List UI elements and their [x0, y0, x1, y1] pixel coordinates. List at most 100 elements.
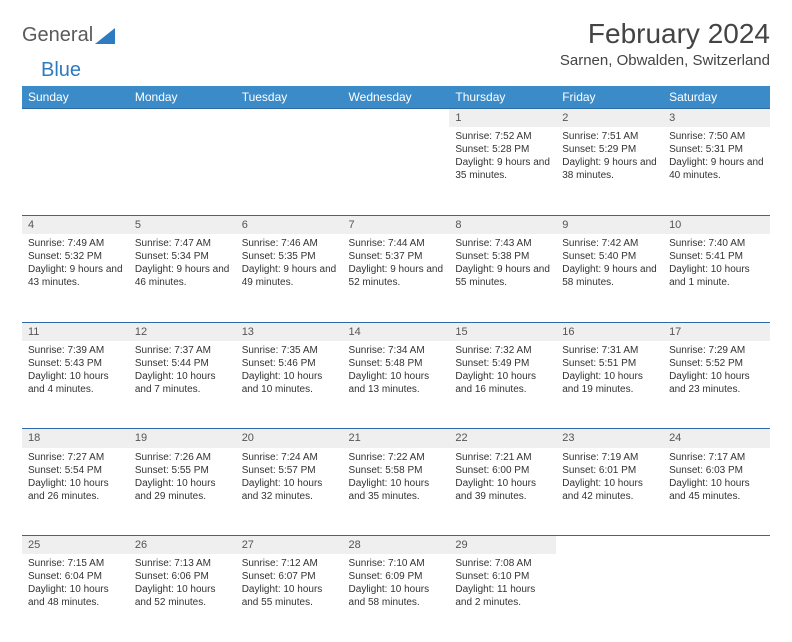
day-number-cell: 10	[663, 215, 770, 234]
day-header: Friday	[556, 86, 663, 109]
sunrise-text: Sunrise: 7:43 AM	[455, 237, 550, 250]
sunset-text: Sunset: 5:57 PM	[242, 464, 337, 477]
sunset-text: Sunset: 6:09 PM	[349, 570, 444, 583]
day-number-cell	[129, 109, 236, 128]
daylight-text: Daylight: 9 hours and 52 minutes.	[349, 263, 444, 289]
sunrise-text: Sunrise: 7:35 AM	[242, 344, 337, 357]
logo-triangle-icon	[95, 28, 115, 44]
sunrise-text: Sunrise: 7:34 AM	[349, 344, 444, 357]
sunrise-text: Sunrise: 7:52 AM	[455, 130, 550, 143]
day-detail-cell: Sunrise: 7:39 AMSunset: 5:43 PMDaylight:…	[22, 341, 129, 429]
daylight-text: Daylight: 9 hours and 35 minutes.	[455, 156, 550, 182]
sunset-text: Sunset: 5:46 PM	[242, 357, 337, 370]
day-detail-cell: Sunrise: 7:43 AMSunset: 5:38 PMDaylight:…	[449, 234, 556, 322]
sunset-text: Sunset: 6:00 PM	[455, 464, 550, 477]
sunrise-text: Sunrise: 7:27 AM	[28, 451, 123, 464]
day-detail-cell	[556, 554, 663, 642]
sunrise-text: Sunrise: 7:29 AM	[669, 344, 764, 357]
sunrise-text: Sunrise: 7:42 AM	[562, 237, 657, 250]
daylight-text: Daylight: 9 hours and 58 minutes.	[562, 263, 657, 289]
day-number-cell	[236, 109, 343, 128]
day-number-cell: 4	[22, 215, 129, 234]
daylight-text: Daylight: 10 hours and 42 minutes.	[562, 477, 657, 503]
day-header-row: SundayMondayTuesdayWednesdayThursdayFrid…	[22, 86, 770, 109]
sunrise-text: Sunrise: 7:46 AM	[242, 237, 337, 250]
daylight-text: Daylight: 10 hours and 4 minutes.	[28, 370, 123, 396]
sunrise-text: Sunrise: 7:26 AM	[135, 451, 230, 464]
day-detail-cell: Sunrise: 7:10 AMSunset: 6:09 PMDaylight:…	[343, 554, 450, 642]
day-detail-cell	[343, 127, 450, 215]
day-detail-cell: Sunrise: 7:46 AMSunset: 5:35 PMDaylight:…	[236, 234, 343, 322]
sunrise-text: Sunrise: 7:24 AM	[242, 451, 337, 464]
day-detail-row: Sunrise: 7:52 AMSunset: 5:28 PMDaylight:…	[22, 127, 770, 215]
sunset-text: Sunset: 5:48 PM	[349, 357, 444, 370]
day-number-cell: 9	[556, 215, 663, 234]
daylight-text: Daylight: 10 hours and 55 minutes.	[242, 583, 337, 609]
daylight-text: Daylight: 9 hours and 38 minutes.	[562, 156, 657, 182]
day-header: Saturday	[663, 86, 770, 109]
day-detail-cell: Sunrise: 7:29 AMSunset: 5:52 PMDaylight:…	[663, 341, 770, 429]
day-number-cell: 8	[449, 215, 556, 234]
daylight-text: Daylight: 10 hours and 45 minutes.	[669, 477, 764, 503]
sunset-text: Sunset: 5:31 PM	[669, 143, 764, 156]
sunrise-text: Sunrise: 7:15 AM	[28, 557, 123, 570]
sunset-text: Sunset: 6:10 PM	[455, 570, 550, 583]
sunset-text: Sunset: 5:37 PM	[349, 250, 444, 263]
sunset-text: Sunset: 6:06 PM	[135, 570, 230, 583]
day-number-cell: 29	[449, 536, 556, 555]
day-detail-cell: Sunrise: 7:34 AMSunset: 5:48 PMDaylight:…	[343, 341, 450, 429]
day-number-cell: 7	[343, 215, 450, 234]
sunrise-text: Sunrise: 7:13 AM	[135, 557, 230, 570]
daylight-text: Daylight: 9 hours and 43 minutes.	[28, 263, 123, 289]
day-detail-cell: Sunrise: 7:13 AMSunset: 6:06 PMDaylight:…	[129, 554, 236, 642]
day-number-cell: 18	[22, 429, 129, 448]
day-detail-cell	[236, 127, 343, 215]
day-number-cell: 14	[343, 322, 450, 341]
daylight-text: Daylight: 10 hours and 26 minutes.	[28, 477, 123, 503]
sunrise-text: Sunrise: 7:17 AM	[669, 451, 764, 464]
sunrise-text: Sunrise: 7:32 AM	[455, 344, 550, 357]
daylight-text: Daylight: 10 hours and 10 minutes.	[242, 370, 337, 396]
daylight-text: Daylight: 9 hours and 46 minutes.	[135, 263, 230, 289]
day-detail-cell: Sunrise: 7:51 AMSunset: 5:29 PMDaylight:…	[556, 127, 663, 215]
sunset-text: Sunset: 6:04 PM	[28, 570, 123, 583]
day-detail-cell: Sunrise: 7:52 AMSunset: 5:28 PMDaylight:…	[449, 127, 556, 215]
sunset-text: Sunset: 5:51 PM	[562, 357, 657, 370]
day-detail-cell: Sunrise: 7:32 AMSunset: 5:49 PMDaylight:…	[449, 341, 556, 429]
sunrise-text: Sunrise: 7:47 AM	[135, 237, 230, 250]
sunset-text: Sunset: 5:34 PM	[135, 250, 230, 263]
sunrise-text: Sunrise: 7:40 AM	[669, 237, 764, 250]
day-detail-cell: Sunrise: 7:21 AMSunset: 6:00 PMDaylight:…	[449, 448, 556, 536]
day-number-cell: 15	[449, 322, 556, 341]
day-number-row: 2526272829	[22, 536, 770, 555]
daylight-text: Daylight: 9 hours and 40 minutes.	[669, 156, 764, 182]
day-number-cell: 24	[663, 429, 770, 448]
daylight-text: Daylight: 10 hours and 32 minutes.	[242, 477, 337, 503]
sunset-text: Sunset: 5:40 PM	[562, 250, 657, 263]
sunrise-text: Sunrise: 7:12 AM	[242, 557, 337, 570]
daylight-text: Daylight: 10 hours and 39 minutes.	[455, 477, 550, 503]
day-detail-cell	[663, 554, 770, 642]
day-number-cell: 11	[22, 322, 129, 341]
day-detail-cell	[129, 127, 236, 215]
day-number-cell: 17	[663, 322, 770, 341]
day-detail-cell: Sunrise: 7:17 AMSunset: 6:03 PMDaylight:…	[663, 448, 770, 536]
sunset-text: Sunset: 5:55 PM	[135, 464, 230, 477]
sunrise-text: Sunrise: 7:37 AM	[135, 344, 230, 357]
day-number-cell: 22	[449, 429, 556, 448]
daylight-text: Daylight: 10 hours and 16 minutes.	[455, 370, 550, 396]
daylight-text: Daylight: 10 hours and 52 minutes.	[135, 583, 230, 609]
sunrise-text: Sunrise: 7:31 AM	[562, 344, 657, 357]
day-number-row: 18192021222324	[22, 429, 770, 448]
day-number-cell: 19	[129, 429, 236, 448]
logo-text-2: Blue	[23, 59, 81, 81]
day-detail-cell: Sunrise: 7:19 AMSunset: 6:01 PMDaylight:…	[556, 448, 663, 536]
day-detail-cell: Sunrise: 7:15 AMSunset: 6:04 PMDaylight:…	[22, 554, 129, 642]
daylight-text: Daylight: 11 hours and 2 minutes.	[455, 583, 550, 609]
sunset-text: Sunset: 5:58 PM	[349, 464, 444, 477]
daylight-text: Daylight: 10 hours and 29 minutes.	[135, 477, 230, 503]
day-header: Wednesday	[343, 86, 450, 109]
day-number-cell: 20	[236, 429, 343, 448]
day-header: Sunday	[22, 86, 129, 109]
sunrise-text: Sunrise: 7:51 AM	[562, 130, 657, 143]
